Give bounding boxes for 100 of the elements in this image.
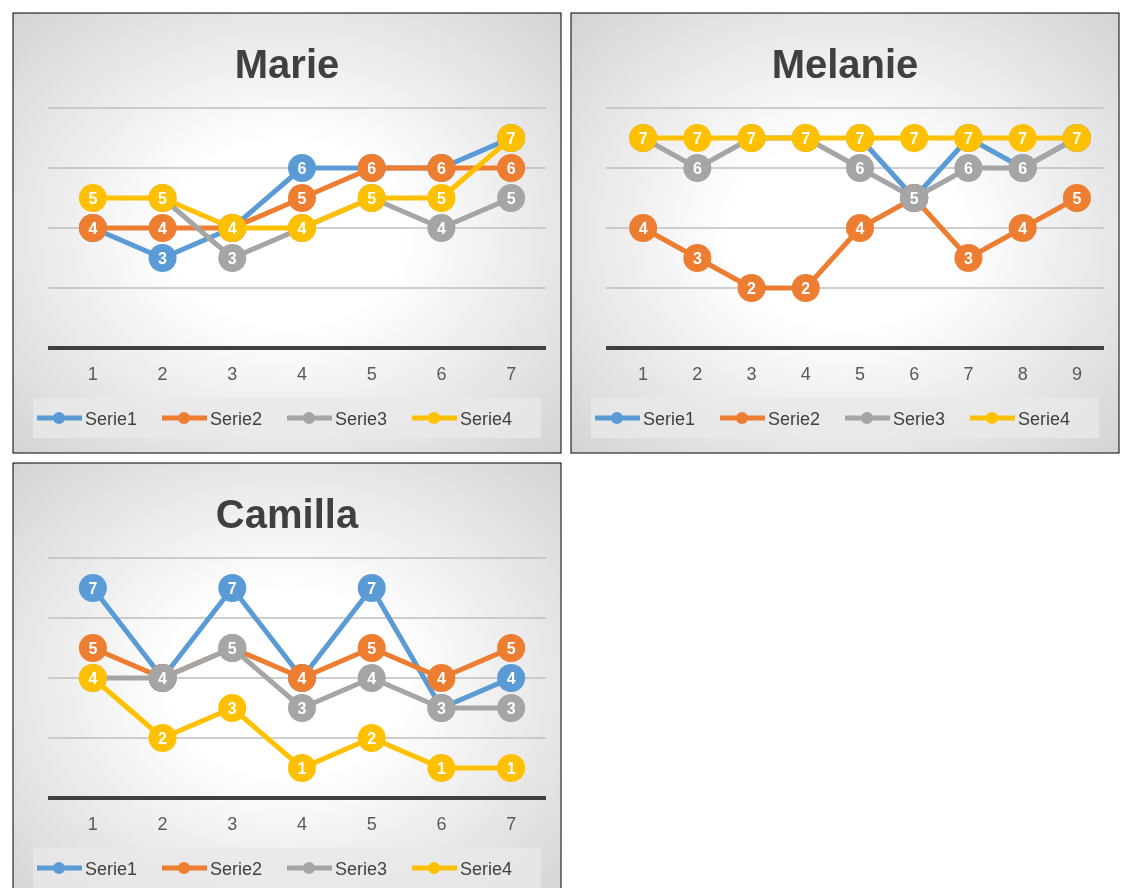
data-label: 2 <box>158 730 168 747</box>
data-label: 7 <box>227 580 237 597</box>
data-label: 3 <box>436 700 446 717</box>
data-label: 4 <box>506 670 516 687</box>
legend-label: Serie3 <box>335 859 388 879</box>
data-label: 7 <box>692 130 702 147</box>
x-tick-label: 1 <box>638 364 649 384</box>
data-label: 7 <box>367 580 377 597</box>
data-label: 5 <box>1072 190 1082 207</box>
x-tick-label: 6 <box>436 364 447 384</box>
x-tick-label: 2 <box>157 814 168 834</box>
data-label: 3 <box>227 700 237 717</box>
chart-title: Melanie <box>771 42 919 86</box>
x-tick-label: 2 <box>157 364 168 384</box>
x-tick-label: 8 <box>1017 364 1028 384</box>
data-label: 5 <box>506 190 516 207</box>
data-label: 6 <box>692 160 702 177</box>
data-label: 7 <box>747 130 757 147</box>
data-label: 6 <box>436 160 446 177</box>
x-tick-label: 5 <box>854 364 866 384</box>
chart-title: Marie <box>234 42 340 86</box>
data-label: 7 <box>88 580 98 597</box>
data-label: 4 <box>367 670 377 687</box>
data-label: 5 <box>297 190 307 207</box>
data-label: 6 <box>855 160 865 177</box>
data-label: 7 <box>1072 130 1082 147</box>
data-label: 3 <box>692 250 702 267</box>
x-tick-label: 4 <box>800 364 811 384</box>
x-tick-label: 3 <box>227 364 238 384</box>
x-tick-label: 6 <box>436 814 447 834</box>
data-label: 4 <box>638 220 648 237</box>
x-tick-label: 7 <box>506 814 517 834</box>
data-label: 1 <box>436 760 446 777</box>
legend-label: Serie4 <box>1018 409 1071 429</box>
data-label: 6 <box>963 160 973 177</box>
data-label: 5 <box>88 190 98 207</box>
legend-label: Serie2 <box>210 859 263 879</box>
x-tick-label: 7 <box>506 364 517 384</box>
chart-title: Camilla <box>215 492 359 536</box>
data-label: 7 <box>801 130 811 147</box>
data-label: 7 <box>506 130 516 147</box>
data-label: 4 <box>855 220 865 237</box>
x-tick-label: 1 <box>87 364 98 384</box>
data-label: 1 <box>297 760 307 777</box>
x-tick-label: 4 <box>296 364 308 384</box>
data-label: 6 <box>506 160 516 177</box>
data-label: 6 <box>297 160 307 177</box>
data-label: 3 <box>297 700 307 717</box>
legend-label: Serie3 <box>893 409 946 429</box>
data-label: 2 <box>801 280 811 297</box>
legend-label: Serie1 <box>85 859 138 879</box>
data-label: 3 <box>158 250 168 267</box>
data-label: 4 <box>297 670 307 687</box>
data-label: 4 <box>227 220 237 237</box>
data-label: 2 <box>747 280 757 297</box>
data-label: 7 <box>1018 130 1028 147</box>
data-label: 6 <box>367 160 377 177</box>
data-label: 5 <box>88 640 98 657</box>
data-label: 5 <box>367 640 377 657</box>
legend-label: Serie2 <box>210 409 263 429</box>
x-tick-label: 3 <box>227 814 238 834</box>
data-label: 4 <box>436 220 446 237</box>
data-label: 3 <box>227 250 237 267</box>
data-label: 7 <box>909 130 919 147</box>
data-label: 3 <box>506 700 516 717</box>
x-tick-label: 6 <box>909 364 920 384</box>
data-label: 2 <box>367 730 377 747</box>
legend-label: Serie1 <box>643 409 696 429</box>
data-label: 7 <box>638 130 648 147</box>
x-tick-label: 1 <box>87 814 98 834</box>
x-tick-label: 4 <box>296 814 308 834</box>
data-label: 4 <box>297 220 307 237</box>
x-tick-label: 9 <box>1071 364 1082 384</box>
data-label: 5 <box>909 190 919 207</box>
data-label: 4 <box>1018 220 1028 237</box>
data-label: 3 <box>963 250 973 267</box>
legend-label: Serie3 <box>335 409 388 429</box>
data-label: 4 <box>88 670 98 687</box>
data-label: 5 <box>227 640 237 657</box>
data-label: 7 <box>963 130 973 147</box>
data-label: 5 <box>506 640 516 657</box>
data-label: 4 <box>158 670 168 687</box>
x-tick-label: 3 <box>746 364 757 384</box>
data-label: 4 <box>158 220 168 237</box>
data-label: 5 <box>367 190 377 207</box>
data-label: 5 <box>436 190 446 207</box>
x-tick-label: 2 <box>692 364 703 384</box>
legend-label: Serie1 <box>85 409 138 429</box>
x-tick-label: 7 <box>963 364 974 384</box>
legend-label: Serie2 <box>768 409 821 429</box>
data-label: 5 <box>158 190 168 207</box>
x-tick-label: 5 <box>366 364 377 384</box>
data-label: 1 <box>506 760 516 777</box>
x-tick-label: 5 <box>366 814 377 834</box>
legend-label: Serie4 <box>460 409 513 429</box>
data-label: 7 <box>855 130 865 147</box>
legend-label: Serie4 <box>460 859 513 879</box>
data-label: 4 <box>436 670 446 687</box>
data-label: 6 <box>1018 160 1028 177</box>
data-label: 4 <box>88 220 98 237</box>
